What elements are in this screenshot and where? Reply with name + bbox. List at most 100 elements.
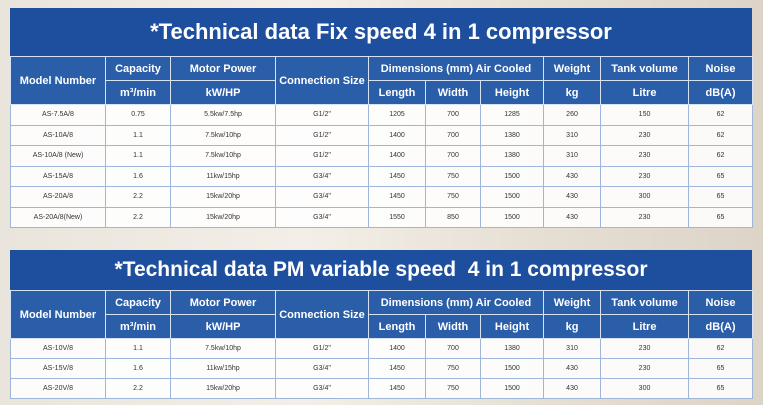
data-row: AS-20V/8 2.2 15kw/20hp G3/4" 1450 750 1500 430 3… [10, 378, 754, 399]
data-row: AS-7.5A/8 0.75 5.5kw/7.5hp G1/2" 1205 700 1285… [10, 104, 754, 126]
data-cell: G1/2" [275, 124, 369, 146]
data-cell: 750 [425, 186, 481, 208]
data-cell: 230 [600, 124, 690, 146]
header-cell: Dimensions (mm) Air Cooled [367, 56, 545, 81]
header-cell: Weight [543, 56, 602, 81]
header-unit-cell: kW/HP [170, 80, 276, 105]
data-cell: 1.1 [105, 145, 171, 167]
data-cell: 1500 [479, 186, 545, 208]
data-cell: 150 [600, 104, 690, 126]
data-cell: 65 [688, 206, 754, 228]
data-cell: 62 [688, 104, 754, 126]
data-cell: 2.2 [105, 186, 171, 208]
data-cell: 62 [688, 338, 754, 359]
data-cell: AS-20A/8(New) [10, 206, 106, 228]
data-cell: 15kw/20hp [170, 186, 276, 208]
data-cell: 230 [600, 358, 690, 379]
header-cell: Motor Power [170, 290, 276, 315]
header-unit-cell: Height [479, 80, 545, 105]
data-cell: 1400 [368, 145, 426, 167]
data-cell: 1380 [479, 145, 545, 167]
header-cell: Capacity [105, 56, 171, 81]
data-cell: 1500 [479, 206, 545, 228]
header-unit-cell: kg [543, 80, 602, 105]
data-row: AS-20A/8(New) 2.2 15kw/20hp G3/4" 1550 850 150… [10, 206, 754, 228]
data-row: AS-15A/8 1.6 11kw/15hp G3/4" 1450 750 1500 430 2… [10, 165, 754, 187]
table-block: *Technical data Fix speed 4 in 1 compres… [10, 8, 754, 228]
data-row: AS-10V/8 1.1 7.5kw/10hp G1/2" 1400 700 1380 310… [10, 338, 754, 359]
header-cell: Capacity [105, 290, 171, 315]
data-cell: 5.5kw/7.5hp [170, 104, 276, 126]
data-cell: AS-15A/8 [10, 165, 106, 187]
data-cell: 1400 [368, 338, 426, 359]
header-unit-cell: dB(A) [688, 314, 754, 339]
header-cell: Weight [543, 290, 602, 315]
data-cell: 310 [543, 145, 602, 167]
header-row: m³/min kW/HP Length Width Height kg Litre dB(A) [11, 80, 754, 105]
data-cell: AS-7.5A/8 [10, 104, 106, 126]
data-cell: 700 [425, 124, 481, 146]
data-cell: 230 [600, 206, 690, 228]
data-cell: 1205 [368, 104, 426, 126]
data-row: AS-15V/8 1.6 11kw/15hp G3/4" 1450 750 1500 430 2… [10, 358, 754, 379]
data-cell: AS-20V/8 [10, 378, 106, 399]
data-cell: 65 [688, 358, 754, 379]
data-cell: 1500 [479, 378, 545, 399]
data-cell: 1450 [368, 186, 426, 208]
header-cell: Noise [688, 290, 754, 315]
data-row: AS-10A/8 (New) 1.1 7.5kw/10hp G1/2" 1400 700 1… [10, 145, 754, 167]
header-unit-cell: Litre [600, 314, 690, 339]
data-cell: 2.2 [105, 206, 171, 228]
header-unit-cell: Width [425, 314, 481, 339]
data-cell: 260 [543, 104, 602, 126]
header-unit-cell: kg [543, 314, 602, 339]
data-cell: 700 [425, 338, 481, 359]
data-cell: 1.6 [105, 358, 171, 379]
header-unit-cell: Width [425, 80, 481, 105]
header-unit-cell: Litre [600, 80, 690, 105]
data-cell: AS-20A/8 [10, 186, 106, 208]
header-cell: Connection Size [275, 290, 369, 339]
data-cell: 0.75 [105, 104, 171, 126]
data-cell: 11kw/15hp [170, 165, 276, 187]
table-title: *Technical data Fix speed 4 in 1 compres… [10, 8, 752, 56]
data-cell: 1380 [479, 338, 545, 359]
header-unit-cell: m³/min [105, 80, 171, 105]
data-cell: 850 [425, 206, 481, 228]
data-cell: 62 [688, 145, 754, 167]
data-cell: 1500 [479, 358, 545, 379]
data-cell: 300 [600, 186, 690, 208]
data-cell: 430 [543, 378, 602, 399]
data-cell: G1/2" [275, 104, 369, 126]
data-cell: 1450 [368, 165, 426, 187]
data-cell: G1/2" [275, 145, 369, 167]
data-cell: 2.2 [105, 378, 171, 399]
data-cell: 230 [600, 165, 690, 187]
data-cell: 7.5kw/10hp [170, 338, 276, 359]
header-unit-cell: kW/HP [170, 314, 276, 339]
header-row: Model Number Capacity Motor Power Connectio… [10, 290, 754, 339]
data-cell: G1/2" [275, 338, 369, 359]
data-cell: 7.5kw/10hp [170, 145, 276, 167]
data-cell: AS-15V/8 [10, 358, 106, 379]
data-cell: 700 [425, 104, 481, 126]
data-cell: 1450 [368, 378, 426, 399]
data-cell: 1550 [368, 206, 426, 228]
data-cell: 15kw/20hp [170, 206, 276, 228]
data-cell: 310 [543, 124, 602, 146]
data-cell: 65 [688, 165, 754, 187]
header-unit-cell: m³/min [105, 314, 171, 339]
header-cell: Tank volume [600, 290, 690, 315]
data-cell: 1380 [479, 124, 545, 146]
header-row: m³/min kW/HP Length Width Height kg Litre dB(A) [11, 314, 754, 339]
data-cell: 310 [543, 338, 602, 359]
data-cell: 430 [543, 186, 602, 208]
data-cell: 62 [688, 124, 754, 146]
table-title: *Technical data PM variable speed 4 in 1… [10, 250, 752, 290]
data-table: Model Number Capacity Motor Power Connectio… [10, 290, 754, 399]
data-cell: 300 [600, 378, 690, 399]
data-cell: 1400 [368, 124, 426, 146]
table-block: *Technical data PM variable speed 4 in 1… [10, 250, 754, 399]
data-cell: 750 [425, 378, 481, 399]
